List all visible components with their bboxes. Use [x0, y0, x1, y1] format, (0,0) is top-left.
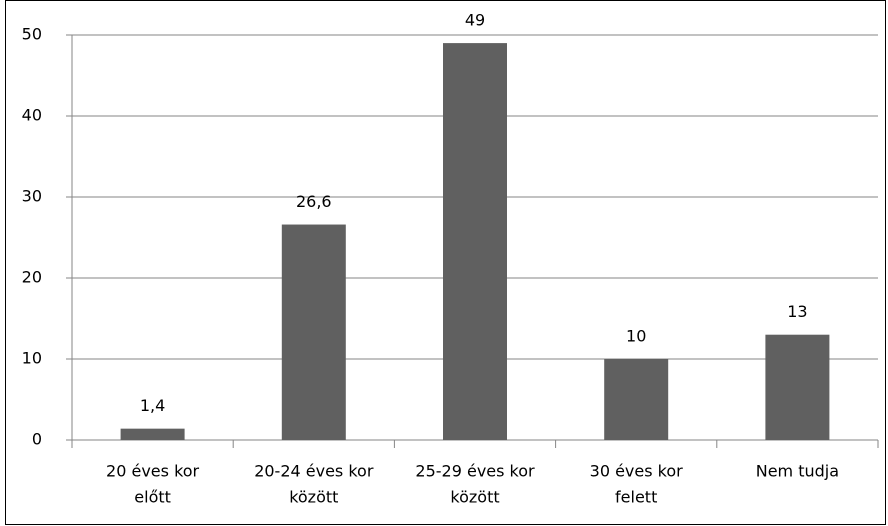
data-label: 1,4	[140, 396, 165, 415]
y-tick-label: 50	[22, 25, 42, 44]
y-tick-label: 40	[22, 106, 42, 125]
y-tick-label: 10	[22, 349, 42, 368]
bar	[765, 334, 830, 440]
bar	[443, 43, 507, 440]
bar	[281, 224, 346, 440]
y-tick-label: 0	[32, 430, 42, 449]
bar	[120, 428, 185, 440]
x-tick-label: előtt	[134, 488, 171, 507]
x-tick-label: felett	[615, 488, 657, 507]
data-label: 26,6	[296, 192, 332, 211]
x-tick-label: 20 éves kor	[106, 462, 200, 481]
bar	[604, 359, 669, 440]
x-tick-label: között	[450, 488, 499, 507]
x-tick-label: 30 éves kor	[590, 462, 684, 481]
x-tick-label: 25-29 éves kor	[415, 462, 535, 481]
x-tick-label: között	[289, 488, 338, 507]
frame	[5, 0, 886, 525]
x-tick-label: 20-24 éves kor	[254, 462, 374, 481]
y-tick-label: 20	[22, 268, 42, 287]
data-label: 49	[465, 11, 485, 30]
y-tick-label: 30	[22, 187, 42, 206]
x-tick-label: Nem tudja	[756, 462, 839, 481]
data-label: 10	[626, 327, 646, 346]
data-label: 13	[787, 302, 807, 321]
